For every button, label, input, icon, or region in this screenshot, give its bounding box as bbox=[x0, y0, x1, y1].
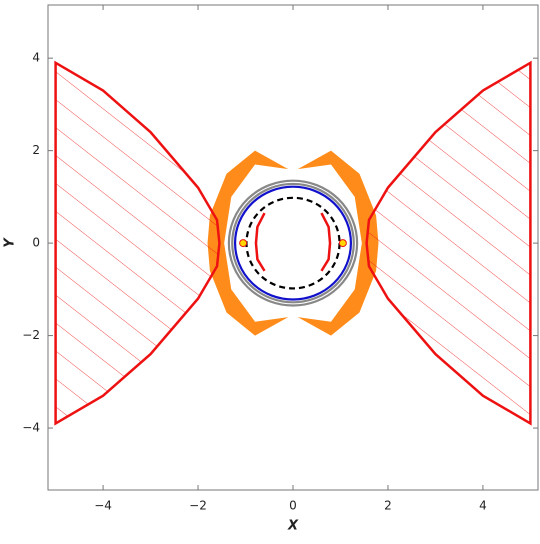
curve bbox=[254, 212, 266, 272]
x-tick-label: −4 bbox=[94, 499, 112, 513]
hatched-region bbox=[54, 60, 221, 426]
x-axis-label: X bbox=[287, 519, 299, 534]
y-tick-label: −4 bbox=[22, 421, 40, 435]
y-tick-label: 0 bbox=[32, 236, 40, 250]
filled-region bbox=[207, 150, 289, 336]
circle bbox=[233, 185, 353, 301]
point bbox=[239, 239, 248, 248]
circle bbox=[227, 179, 359, 307]
x-tick-label: 2 bbox=[384, 499, 392, 513]
y-axis-label: Y bbox=[3, 237, 18, 248]
x-tick-label: 0 bbox=[289, 499, 297, 513]
hatched-region bbox=[365, 60, 532, 426]
circle bbox=[245, 196, 341, 290]
x-tick-label: 4 bbox=[479, 499, 487, 513]
curve bbox=[320, 212, 332, 272]
y-tick-label: 2 bbox=[32, 143, 40, 157]
circle bbox=[231, 182, 355, 304]
x-tick-label: −2 bbox=[189, 499, 207, 513]
y-tick-label: −2 bbox=[22, 328, 40, 342]
point bbox=[338, 239, 347, 248]
filled-region bbox=[297, 150, 379, 336]
y-tick-label: 4 bbox=[32, 51, 40, 65]
